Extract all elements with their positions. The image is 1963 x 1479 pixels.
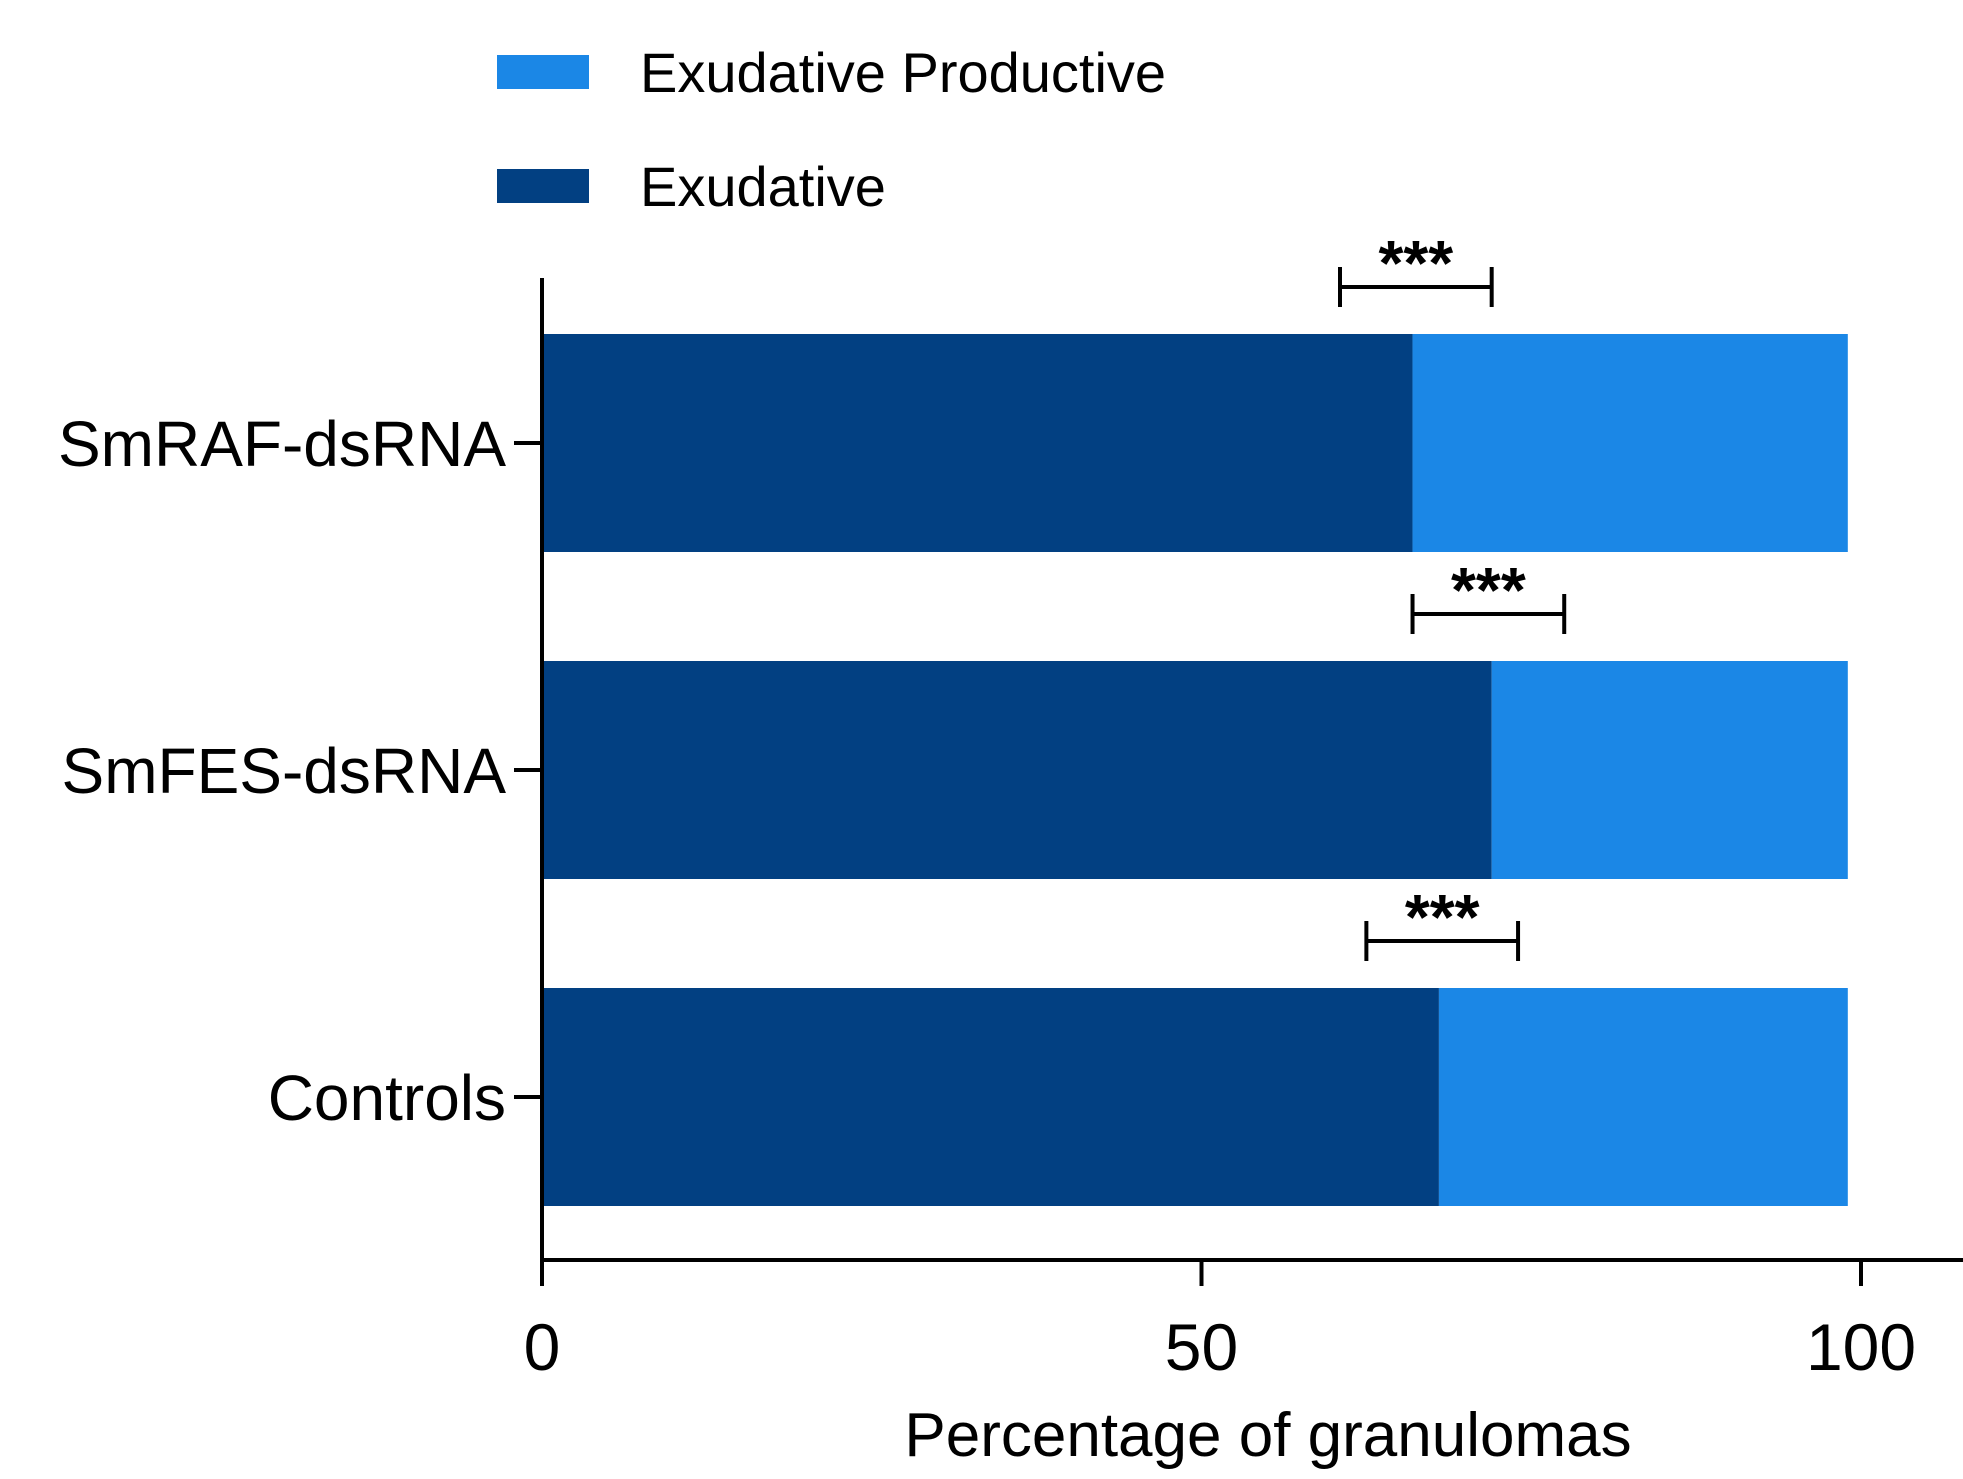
x-axis-title: Percentage of granulomas — [904, 1401, 1631, 1470]
bar-controls-exudative-productive — [1438, 988, 1848, 1206]
significance-controls: *** — [1364, 881, 1521, 961]
bars — [542, 334, 1848, 1206]
significance-label: *** — [1405, 881, 1480, 953]
y-tick-label-controls: Controls — [268, 1062, 506, 1134]
x-tick-label-0: 0 — [524, 1310, 561, 1384]
bar-smfes-dsrna-exudative-productive — [1491, 661, 1848, 879]
significance-label: *** — [1378, 227, 1453, 299]
significance-brackets: *** *** *** — [1337, 227, 1567, 961]
bar-smfes-dsrna-exudative — [542, 661, 1492, 879]
significance-smfes-dsrna: *** — [1410, 554, 1567, 634]
significance-label: *** — [1451, 554, 1526, 626]
y-tick-label-smraf-dsrna: SmRAF-dsRNA — [58, 408, 506, 480]
significance-smraf-dsrna: *** — [1337, 227, 1494, 307]
legend-label-exudative: Exudative — [640, 155, 886, 218]
bar-smraf-dsrna-exudative-productive — [1412, 334, 1848, 552]
x-tick-label-50: 50 — [1165, 1310, 1238, 1384]
legend-swatch-exudative-productive — [497, 55, 589, 89]
y-tick-label-smfes-dsrna: SmFES-dsRNA — [62, 735, 507, 807]
bar-smraf-dsrna-exudative — [542, 334, 1413, 552]
legend-swatch-exudative — [497, 169, 589, 203]
legend: Exudative Productive Exudative — [497, 41, 1166, 218]
legend-label-exudative-productive: Exudative Productive — [640, 41, 1166, 104]
bar-controls-exudative — [542, 988, 1439, 1206]
x-tick-label-100: 100 — [1806, 1310, 1916, 1384]
axes: SmRAF-dsRNA SmFES-dsRNA Controls 0 50 100 Perc… — [58, 278, 1963, 1470]
